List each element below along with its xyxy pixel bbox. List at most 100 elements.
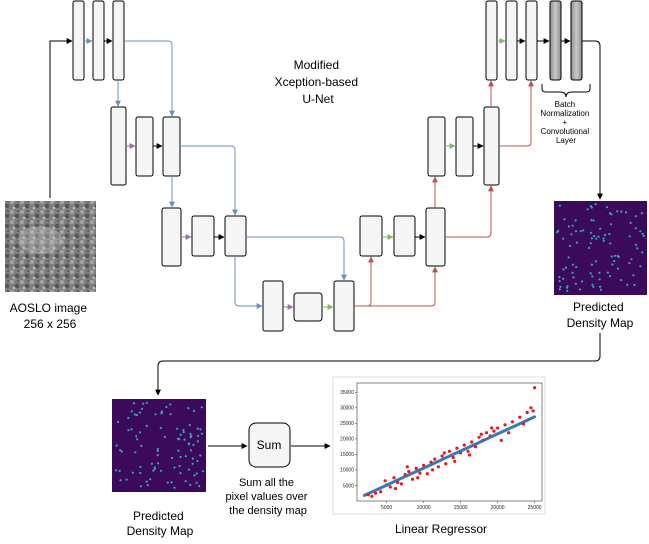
data-point: [479, 432, 483, 436]
regressor-chart: 5000 10000 15000 20000 25000 5000 10000 15000 2…: [332, 376, 546, 515]
density-dot: [574, 282, 578, 285]
data-point: [442, 451, 446, 455]
density-dot: [179, 455, 182, 459]
density-dot: [613, 254, 617, 257]
density-dot: [634, 215, 637, 218]
density-dot: [565, 286, 569, 289]
density-dot: [179, 472, 182, 475]
density-dot: [556, 231, 559, 234]
data-point: [507, 431, 511, 435]
density-dot: [580, 280, 584, 283]
density-dot: [604, 233, 607, 237]
fit-point: [429, 463, 433, 467]
fit-point: [533, 415, 536, 419]
density-dot: [616, 254, 619, 257]
density-dot: [590, 237, 594, 240]
aoslo-image-highlight: [18, 226, 62, 254]
density-dot: [187, 468, 190, 471]
density-dot: [558, 276, 561, 279]
density-dot: [142, 402, 145, 405]
density-dot: [591, 275, 594, 278]
bn-brace: [541, 84, 591, 98]
density-dot: [571, 224, 574, 227]
data-point: [405, 465, 409, 469]
density-dot: [196, 440, 199, 443]
fit-point: [422, 466, 425, 470]
density-dot: [562, 268, 565, 271]
decoder-l3-block-3: [425, 207, 446, 267]
density-dot: [562, 237, 565, 240]
density-dot: [156, 448, 159, 451]
data-point: [499, 438, 503, 442]
density-dot: [589, 272, 592, 275]
density-dot: [138, 411, 141, 414]
data-point: [396, 480, 400, 484]
density-dot: [197, 434, 200, 437]
density-dot: [131, 471, 134, 474]
density-dot: [639, 230, 642, 233]
density-dot: [139, 471, 142, 475]
fit-point: [474, 442, 477, 446]
density-dot: [567, 256, 570, 259]
density-dot: [200, 432, 204, 435]
density-dot: [636, 247, 639, 250]
data-point: [399, 482, 403, 486]
decoder-l1-block-1: [485, 0, 498, 81]
flow-arrow-down: [155, 333, 601, 396]
bottleneck-block-1: [262, 280, 284, 332]
density-dot: [586, 208, 589, 211]
diagram-title: Modified Xception-based U-Net: [275, 58, 362, 106]
density-dot: [154, 413, 157, 416]
density-dot: [575, 266, 578, 269]
density-dot: [629, 221, 632, 224]
unet-arrows: [49, 38, 603, 449]
density-dot: [558, 204, 562, 207]
density-dot: [562, 277, 565, 280]
density-dot: [119, 479, 122, 482]
aoslo-image: [5, 201, 96, 292]
density-dot: [608, 232, 611, 236]
density-dot: [594, 260, 598, 263]
encoder-l2-block-2: [135, 116, 154, 177]
y-tick-label: 5000: [343, 483, 354, 489]
predicted-top-label: Predicted Density Map: [567, 300, 634, 330]
density-dot: [592, 285, 595, 288]
density-dot: [163, 436, 166, 439]
data-point: [410, 477, 415, 481]
data-point: [393, 487, 398, 491]
density-dot: [182, 431, 185, 434]
density-dot: [634, 227, 637, 230]
density-dot: [200, 406, 203, 409]
output-arrow: [582, 40, 603, 200]
data-point: [444, 462, 448, 466]
density-dot: [130, 410, 133, 413]
density-dot: [635, 243, 638, 246]
density-dot: [119, 449, 122, 452]
decoder-l2-block-1: [427, 116, 446, 177]
decoder-l1-block-2: [505, 0, 518, 81]
data-point: [447, 449, 452, 453]
fit-point: [400, 477, 403, 480]
density-dot: [563, 218, 566, 221]
density-dot: [130, 428, 133, 431]
density-dot: [195, 472, 198, 475]
y-axis-ticks: 5000 10000 15000 20000 25000 30000 35000: [340, 390, 357, 489]
density-dot: [589, 205, 593, 208]
data-point: [496, 426, 500, 430]
density-dot: [199, 454, 202, 457]
density-dot: [610, 213, 613, 216]
density-dot: [609, 242, 612, 245]
density-dot: [189, 449, 192, 452]
data-point: [383, 479, 387, 483]
data-point: [370, 494, 374, 498]
x-tick-label: 10000: [417, 505, 431, 511]
density-dot: [173, 466, 176, 469]
density-dot: [572, 276, 575, 279]
density-dot: [183, 438, 186, 441]
density-dot: [176, 427, 179, 430]
density-dot: [199, 428, 202, 431]
density-dot: [632, 274, 635, 277]
density-dot: [150, 462, 153, 465]
density-dot: [624, 211, 628, 214]
